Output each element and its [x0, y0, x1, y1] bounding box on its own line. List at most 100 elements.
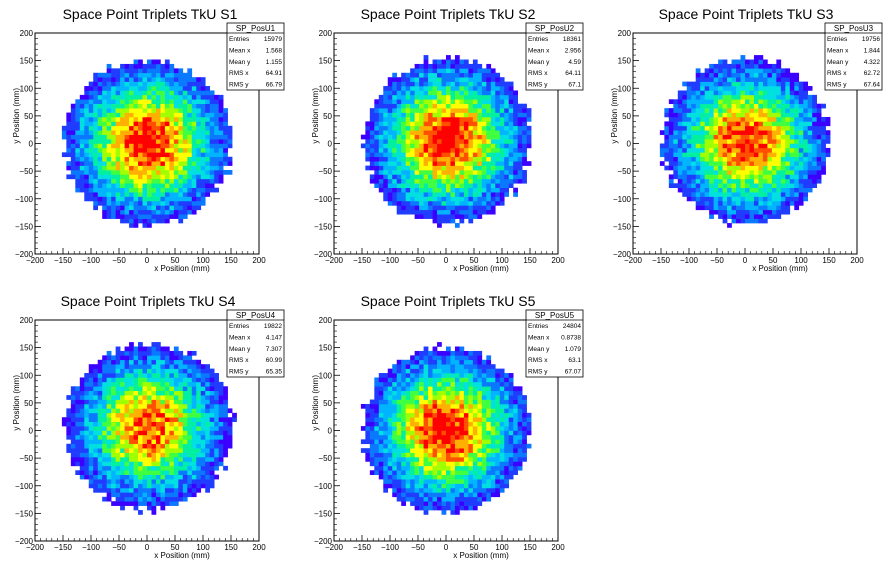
heatmap-cell — [374, 399, 380, 405]
heatmap-cell — [164, 68, 170, 74]
heatmap-cell — [423, 214, 429, 219]
heatmap-cell — [490, 99, 496, 105]
heatmap-cell — [75, 412, 81, 418]
heatmap-cell — [490, 103, 496, 109]
heatmap-cell — [378, 187, 384, 193]
heatmap-cell — [740, 112, 746, 118]
heatmap-cell — [771, 130, 777, 135]
heatmap-cell — [517, 165, 523, 171]
heatmap-cell — [84, 461, 90, 467]
heatmap-cell — [396, 86, 402, 91]
heatmap-cell — [182, 214, 188, 219]
heatmap-cell — [182, 479, 188, 484]
heatmap-cell — [129, 77, 134, 82]
heatmap-cell — [816, 174, 822, 180]
heatmap-cell — [147, 346, 152, 352]
heatmap-cell — [428, 178, 433, 184]
heatmap-cell — [776, 205, 782, 211]
heatmap-cell — [129, 434, 134, 440]
heatmap-cell — [736, 103, 741, 109]
heatmap-cell — [155, 209, 161, 215]
heatmap-cell — [200, 430, 206, 436]
heatmap-cell — [803, 116, 809, 122]
heatmap-cell — [102, 94, 107, 100]
heatmap-cell — [187, 174, 193, 180]
heatmap-cell — [151, 174, 157, 180]
heatmap-cell — [160, 479, 166, 484]
heatmap-cell — [160, 487, 166, 493]
heatmap-cell — [151, 386, 157, 392]
heatmap-cell — [124, 492, 130, 498]
heatmap-cell — [173, 373, 179, 378]
heatmap-cell — [227, 443, 233, 449]
heatmap-cell — [93, 439, 99, 445]
heatmap-cell — [785, 178, 791, 184]
heatmap-cell — [106, 165, 112, 171]
heatmap-cell — [718, 103, 723, 109]
heatmap-cell — [160, 426, 166, 431]
heatmap-cell — [129, 200, 134, 206]
heatmap-cell — [441, 134, 447, 140]
heatmap-cell — [138, 218, 143, 224]
heatmap-cell — [486, 156, 492, 162]
heatmap-cell — [223, 139, 228, 144]
heatmap-cell — [178, 174, 184, 180]
heatmap-cell — [142, 395, 148, 400]
heatmap-cell — [209, 457, 215, 462]
heatmap-cell — [414, 63, 420, 69]
heatmap-cell — [401, 130, 406, 135]
heatmap-cell — [423, 178, 429, 184]
heatmap-cell — [771, 192, 777, 197]
heatmap-cell — [789, 125, 795, 131]
heatmap-cell — [138, 183, 143, 188]
stats-row-value: 67.1 — [568, 82, 581, 89]
heatmap-cell — [513, 139, 518, 144]
y-tick-label: 50 — [24, 112, 33, 121]
heatmap-cell — [151, 408, 157, 414]
heatmap-cell — [178, 183, 184, 188]
heatmap-cell — [432, 139, 438, 144]
heatmap-cell — [441, 59, 447, 65]
heatmap-cell — [88, 130, 94, 135]
heatmap-cell — [807, 116, 813, 122]
heatmap-cell — [102, 178, 107, 184]
heatmap-cell — [414, 139, 420, 144]
heatmap-cell — [749, 174, 755, 180]
y-axis-label: y Position (mm) — [12, 88, 21, 144]
heatmap-cell — [200, 143, 206, 149]
heatmap-cell — [169, 368, 175, 374]
heatmap-cell — [414, 170, 420, 175]
heatmap-cell — [133, 152, 139, 158]
heatmap-cell — [771, 72, 777, 78]
heatmap-cell — [147, 439, 152, 445]
heatmap-cell — [454, 55, 460, 60]
heatmap-cell — [499, 143, 505, 149]
heatmap-cell — [142, 399, 148, 405]
heatmap-cell — [124, 412, 130, 418]
heatmap-cell — [771, 161, 777, 166]
heatmap-cell — [727, 214, 732, 219]
heatmap-cell — [155, 395, 161, 400]
heatmap-cell — [803, 139, 809, 144]
heatmap-cell — [727, 187, 732, 193]
heatmap-cell — [111, 443, 116, 449]
heatmap-cell — [816, 178, 822, 184]
heatmap-cell — [147, 187, 152, 193]
heatmap-cell — [463, 134, 469, 140]
heatmap-cell — [133, 377, 139, 383]
heatmap-cell — [115, 86, 121, 91]
heatmap-cell — [490, 86, 496, 91]
heatmap-cell — [428, 183, 433, 188]
heatmap-cell — [173, 346, 179, 352]
heatmap-cell — [88, 426, 94, 431]
heatmap-cell — [200, 156, 206, 162]
heatmap-cell — [191, 403, 197, 409]
heatmap-cell — [147, 94, 152, 100]
heatmap-cell — [486, 77, 492, 82]
heatmap-cell — [164, 174, 170, 180]
heatmap-cell — [66, 161, 72, 166]
heatmap-cell — [79, 390, 85, 396]
heatmap-cell — [151, 487, 157, 493]
heatmap-cell — [196, 399, 202, 405]
heatmap-cell — [147, 165, 152, 171]
